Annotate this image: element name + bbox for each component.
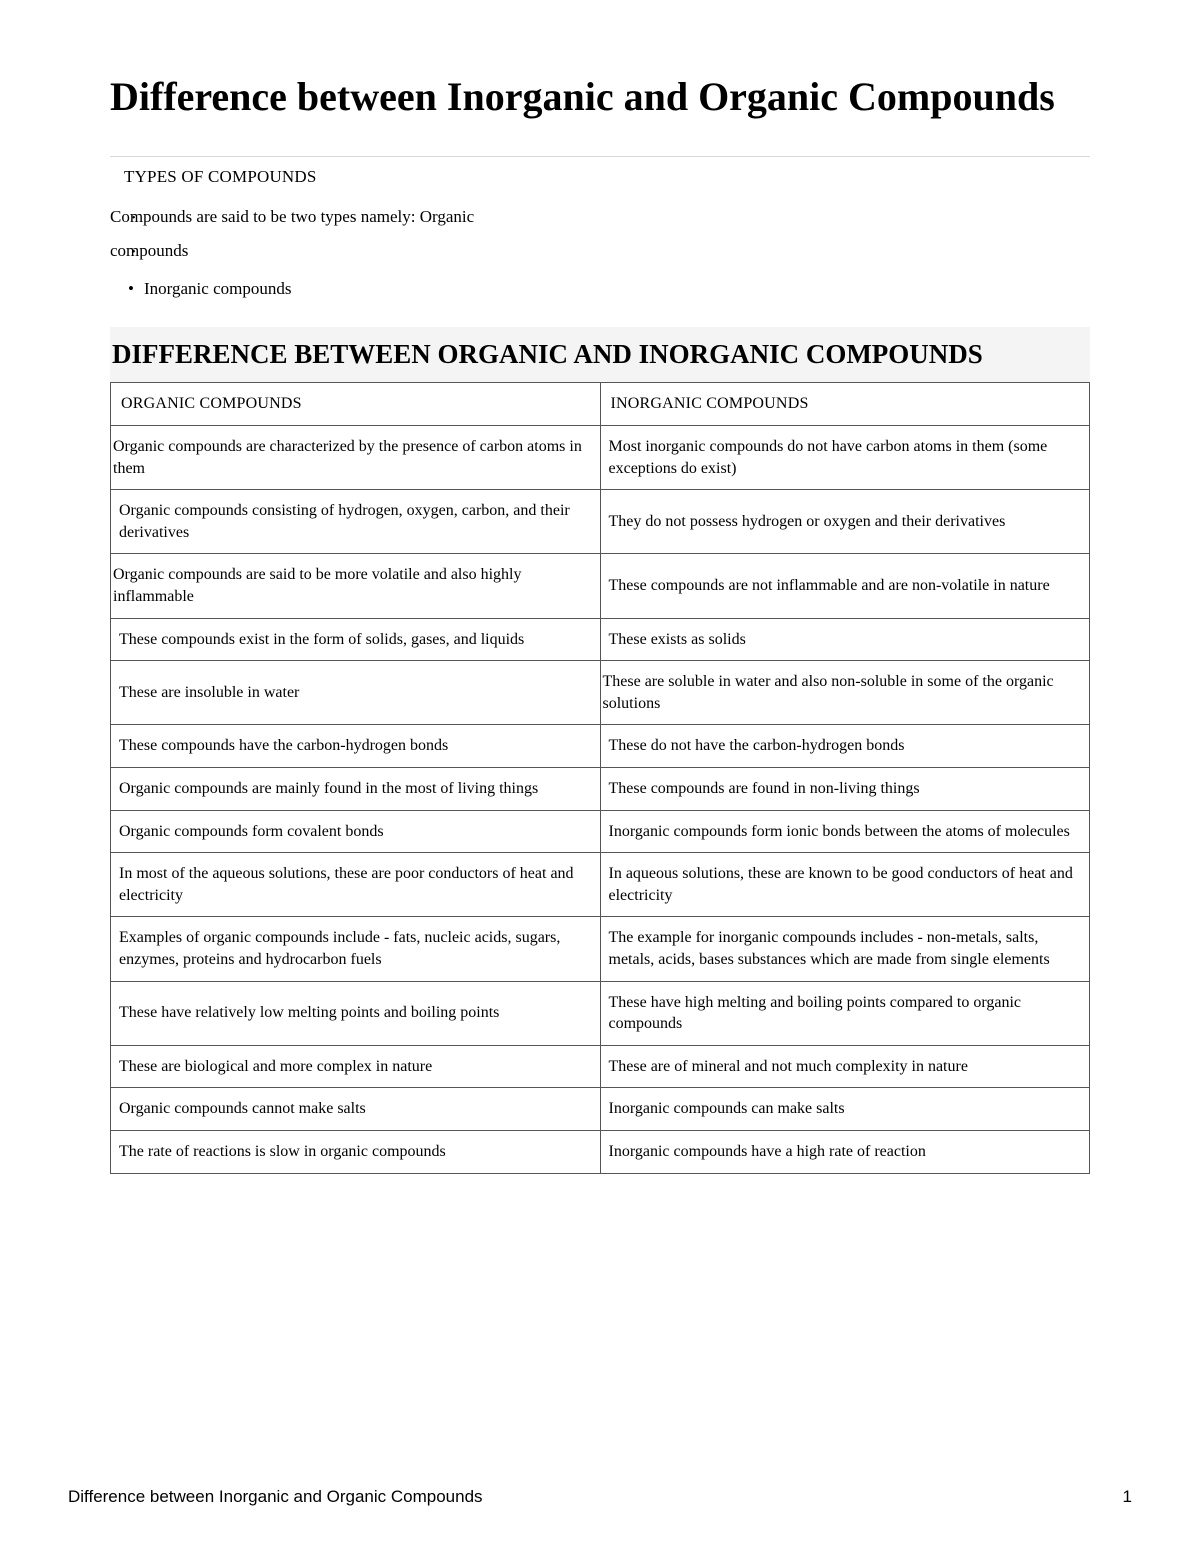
table-cell-inorganic: Inorganic compounds can make salts <box>600 1088 1090 1131</box>
table-cell-inorganic: These exists as solids <box>600 618 1090 661</box>
table-cell-inorganic: These compounds are found in non-living … <box>600 768 1090 811</box>
table-cell-organic: These are biological and more complex in… <box>111 1045 601 1088</box>
table-cell-inorganic: These do not have the carbon-hydrogen bo… <box>600 725 1090 768</box>
page-title: Difference between Inorganic and Organic… <box>110 72 1090 122</box>
table-row: Organic compounds are mainly found in th… <box>111 768 1090 811</box>
table-cell-inorganic: Inorganic compounds form ionic bonds bet… <box>600 810 1090 853</box>
table-cell-organic: Organic compounds form covalent bonds <box>111 810 601 853</box>
table-cell-organic: These compounds exist in the form of sol… <box>111 618 601 661</box>
table-cell-organic: The rate of reactions is slow in organic… <box>111 1130 601 1173</box>
table-header-row: ORGANIC COMPOUNDS INORGANIC COMPOUNDS <box>111 383 1090 426</box>
table-row: Organic compounds consisting of hydrogen… <box>111 490 1090 554</box>
table-cell-inorganic: Inorganic compounds have a high rate of … <box>600 1130 1090 1173</box>
list-item: Inorganic compounds <box>110 279 1090 299</box>
document-page: Difference between Inorganic and Organic… <box>0 0 1200 1553</box>
footer-title: Difference between Inorganic and Organic… <box>68 1487 483 1507</box>
table-cell-inorganic: They do not possess hydrogen or oxygen a… <box>600 490 1090 554</box>
table-row: These compounds exist in the form of sol… <box>111 618 1090 661</box>
table-header-organic: ORGANIC COMPOUNDS <box>111 383 601 426</box>
subheading: DIFFERENCE BETWEEN ORGANIC AND INORGANIC… <box>112 337 1082 372</box>
intro-text-2-content: compounds <box>110 241 188 260</box>
table-header-inorganic: INORGANIC COMPOUNDS <box>600 383 1090 426</box>
table-cell-organic: Organic compounds are mainly found in th… <box>111 768 601 811</box>
page-footer: Difference between Inorganic and Organic… <box>68 1487 1132 1507</box>
table-cell-organic: These compounds have the carbon-hydrogen… <box>111 725 601 768</box>
subheading-container: DIFFERENCE BETWEEN ORGANIC AND INORGANIC… <box>110 327 1090 382</box>
table-row: In most of the aqueous solutions, these … <box>111 853 1090 917</box>
bullet-dot-icon: • <box>132 213 136 224</box>
table-cell-inorganic: The example for inorganic compounds incl… <box>600 917 1090 981</box>
table-row: These are biological and more complex in… <box>111 1045 1090 1088</box>
table-cell-organic: Organic compounds cannot make salts <box>111 1088 601 1131</box>
table-cell-inorganic: Most inorganic compounds do not have car… <box>600 426 1090 490</box>
section-label: TYPES OF COMPOUNDS <box>110 167 1090 187</box>
footer-page-number: 1 <box>1123 1487 1132 1507</box>
intro-text-2: compounds • <box>110 241 1090 261</box>
table-row: Organic compounds cannot make saltsInorg… <box>111 1088 1090 1131</box>
divider <box>110 156 1090 157</box>
table-row: These are insoluble in waterThese are so… <box>111 661 1090 725</box>
table-row: These compounds have the carbon-hydrogen… <box>111 725 1090 768</box>
table-cell-inorganic: These have high melting and boiling poin… <box>600 981 1090 1045</box>
table-cell-organic: These have relatively low melting points… <box>111 981 601 1045</box>
list-item-label: Inorganic compounds <box>144 279 291 298</box>
table-cell-organic: Organic compounds are characterized by t… <box>111 426 601 490</box>
table-cell-organic: Examples of organic compounds include - … <box>111 917 601 981</box>
table-cell-inorganic: In aqueous solutions, these are known to… <box>600 853 1090 917</box>
comparison-table: ORGANIC COMPOUNDS INORGANIC COMPOUNDS Or… <box>110 382 1090 1173</box>
table-row: Organic compounds are characterized by t… <box>111 426 1090 490</box>
table-row: Examples of organic compounds include - … <box>111 917 1090 981</box>
bullet-dot-icon: • <box>132 247 136 258</box>
table-cell-organic: In most of the aqueous solutions, these … <box>111 853 601 917</box>
table-cell-organic: These are insoluble in water <box>111 661 601 725</box>
table-cell-inorganic: These are of mineral and not much comple… <box>600 1045 1090 1088</box>
intro-text-1: Compounds are said to be two types namel… <box>110 207 1090 227</box>
table-cell-organic: Organic compounds are said to be more vo… <box>111 554 601 618</box>
table-cell-organic: Organic compounds consisting of hydrogen… <box>111 490 601 554</box>
table-cell-inorganic: These compounds are not inflammable and … <box>600 554 1090 618</box>
intro-text-1-content: Compounds are said to be two types namel… <box>110 207 474 226</box>
table-row: These have relatively low melting points… <box>111 981 1090 1045</box>
table-row: Organic compounds form covalent bondsIno… <box>111 810 1090 853</box>
table-cell-inorganic: These are soluble in water and also non-… <box>600 661 1090 725</box>
table-row: The rate of reactions is slow in organic… <box>111 1130 1090 1173</box>
table-row: Organic compounds are said to be more vo… <box>111 554 1090 618</box>
